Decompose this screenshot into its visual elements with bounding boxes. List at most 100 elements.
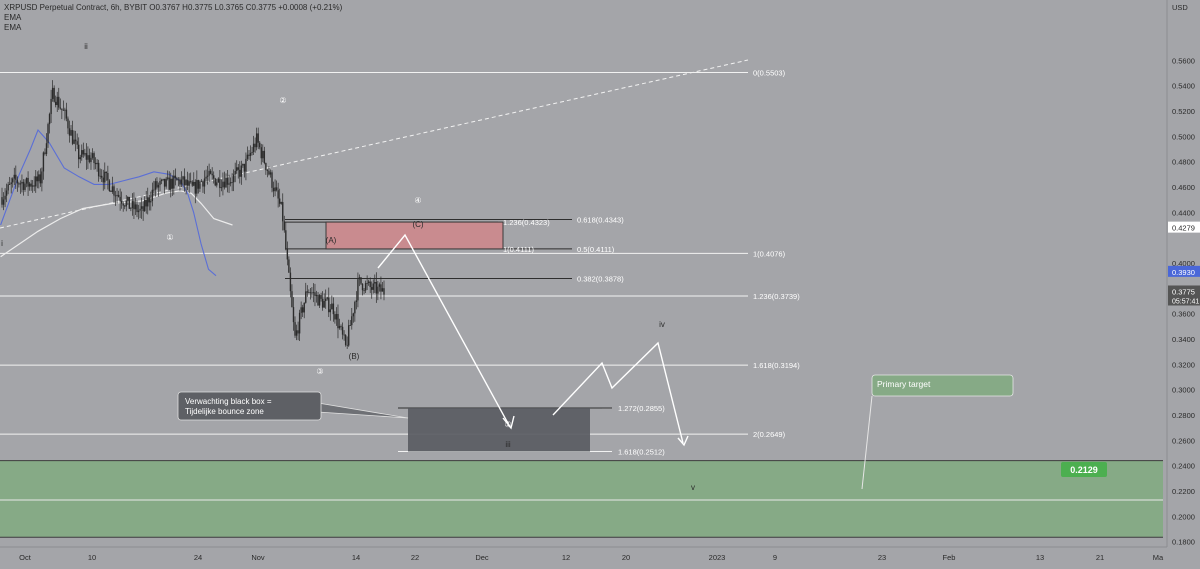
- candle-body: [216, 182, 218, 186]
- price-axis-panel: [1167, 0, 1200, 564]
- candle-body: [78, 144, 80, 160]
- price-axis-tick: 0.5400: [1172, 82, 1195, 91]
- candle-body: [367, 281, 370, 283]
- candle-body: [67, 118, 69, 129]
- candle-body: [229, 182, 232, 184]
- candle-body: [31, 185, 34, 187]
- time-axis-panel: [0, 547, 1200, 564]
- candle-body: [344, 335, 347, 345]
- candle-body: [107, 173, 109, 181]
- candle-body: [168, 177, 170, 190]
- candle-body: [137, 210, 140, 213]
- candle-body: [278, 198, 281, 204]
- candle-body: [24, 183, 26, 190]
- candle-body: [5, 190, 8, 196]
- projection-path-alt: [552, 341, 684, 444]
- wave-label-4: ④: [414, 196, 421, 205]
- wave-label-iv: iv: [659, 320, 665, 329]
- candle-body: [274, 187, 276, 192]
- candle-body: [317, 294, 319, 306]
- candle-body: [357, 279, 359, 301]
- candle-body: [33, 185, 35, 187]
- candle-body: [305, 291, 307, 303]
- price-axis-tick: 0.2200: [1172, 487, 1195, 496]
- candle-body: [19, 183, 22, 185]
- candle-body: [182, 176, 184, 180]
- candle-body: [142, 206, 144, 212]
- primary-target-box[interactable]: [871, 374, 1014, 397]
- candle-body: [225, 177, 227, 188]
- candle-body: [243, 163, 246, 172]
- candle-body: [50, 98, 52, 115]
- price-axis-tick: 0.3400: [1172, 335, 1195, 344]
- candle-body: [173, 175, 175, 189]
- candle-body: [371, 287, 373, 290]
- ema-indicator-label-1[interactable]: EMA: [4, 13, 22, 22]
- candle-body: [220, 187, 223, 189]
- candle-body: [143, 199, 146, 212]
- price-axis-tick: 0.2400: [1172, 462, 1195, 471]
- candle-body: [170, 178, 172, 190]
- time-axis-tick: 24: [194, 553, 202, 562]
- wave4-target-box[interactable]: [325, 221, 504, 250]
- fib-level-2-label: 2(0.2649): [753, 430, 786, 439]
- candle-body: [269, 172, 272, 175]
- candle-body: [262, 150, 264, 159]
- candle-body: [275, 187, 278, 191]
- ema-indicator-label-2[interactable]: EMA: [4, 23, 22, 32]
- candle-body: [200, 181, 203, 183]
- candle-body: [237, 167, 239, 170]
- candle-body: [378, 284, 381, 287]
- price-axis-tick: 0.1800: [1172, 538, 1195, 547]
- candle-body: [133, 201, 135, 210]
- projection-arrowhead-2: [677, 435, 689, 447]
- time-axis-tick: Oct: [19, 553, 32, 562]
- callout-pointer: [317, 402, 409, 419]
- candle-body: [291, 291, 293, 308]
- candle-body: [325, 298, 327, 302]
- candle-body: [341, 326, 344, 335]
- wave-label-3: ③: [316, 367, 323, 376]
- candle-body: [81, 150, 83, 158]
- candle-body: [171, 178, 173, 189]
- price-axis-unit: USD: [1172, 3, 1188, 12]
- candle-body: [119, 196, 121, 201]
- candle-body: [337, 313, 339, 329]
- candle-body: [283, 221, 285, 231]
- wave-label-A: (A): [326, 236, 337, 245]
- candle-body: [222, 181, 224, 188]
- candle-body: [162, 178, 164, 180]
- fib-level-1618-label: 1.618(0.3194): [753, 361, 800, 370]
- candle-body: [208, 170, 210, 176]
- candle-body: [292, 307, 295, 323]
- candle-body: [306, 291, 308, 293]
- candle-body: [318, 295, 321, 306]
- candle-body: [334, 314, 336, 320]
- candle-body: [58, 96, 60, 108]
- candle-body: [272, 187, 275, 192]
- bounce-zone-box[interactable]: [408, 408, 590, 452]
- candle-body: [239, 169, 241, 177]
- callout-box[interactable]: [177, 391, 322, 421]
- candle-body: [27, 177, 29, 187]
- wave-label-C: (C): [412, 220, 423, 229]
- candle-body: [150, 200, 152, 203]
- target-value-badge[interactable]: [1061, 462, 1107, 477]
- time-axis-tick: 10: [88, 553, 96, 562]
- candle-body: [22, 181, 25, 190]
- candle-body: [97, 162, 100, 177]
- time-axis-tick: 22: [411, 553, 419, 562]
- candle-body: [338, 326, 341, 329]
- candle-body: [160, 179, 163, 182]
- candle-body: [202, 181, 204, 187]
- time-axis-tick: 21: [1096, 553, 1104, 562]
- wave-label-v: v: [691, 483, 695, 492]
- candle-body: [105, 171, 108, 174]
- candle-body: [131, 201, 134, 209]
- fib-level-0618-label: 0.618(0.4343): [577, 216, 624, 225]
- candle-body: [12, 178, 14, 183]
- candle-body: [245, 158, 247, 172]
- candle-body: [41, 171, 43, 184]
